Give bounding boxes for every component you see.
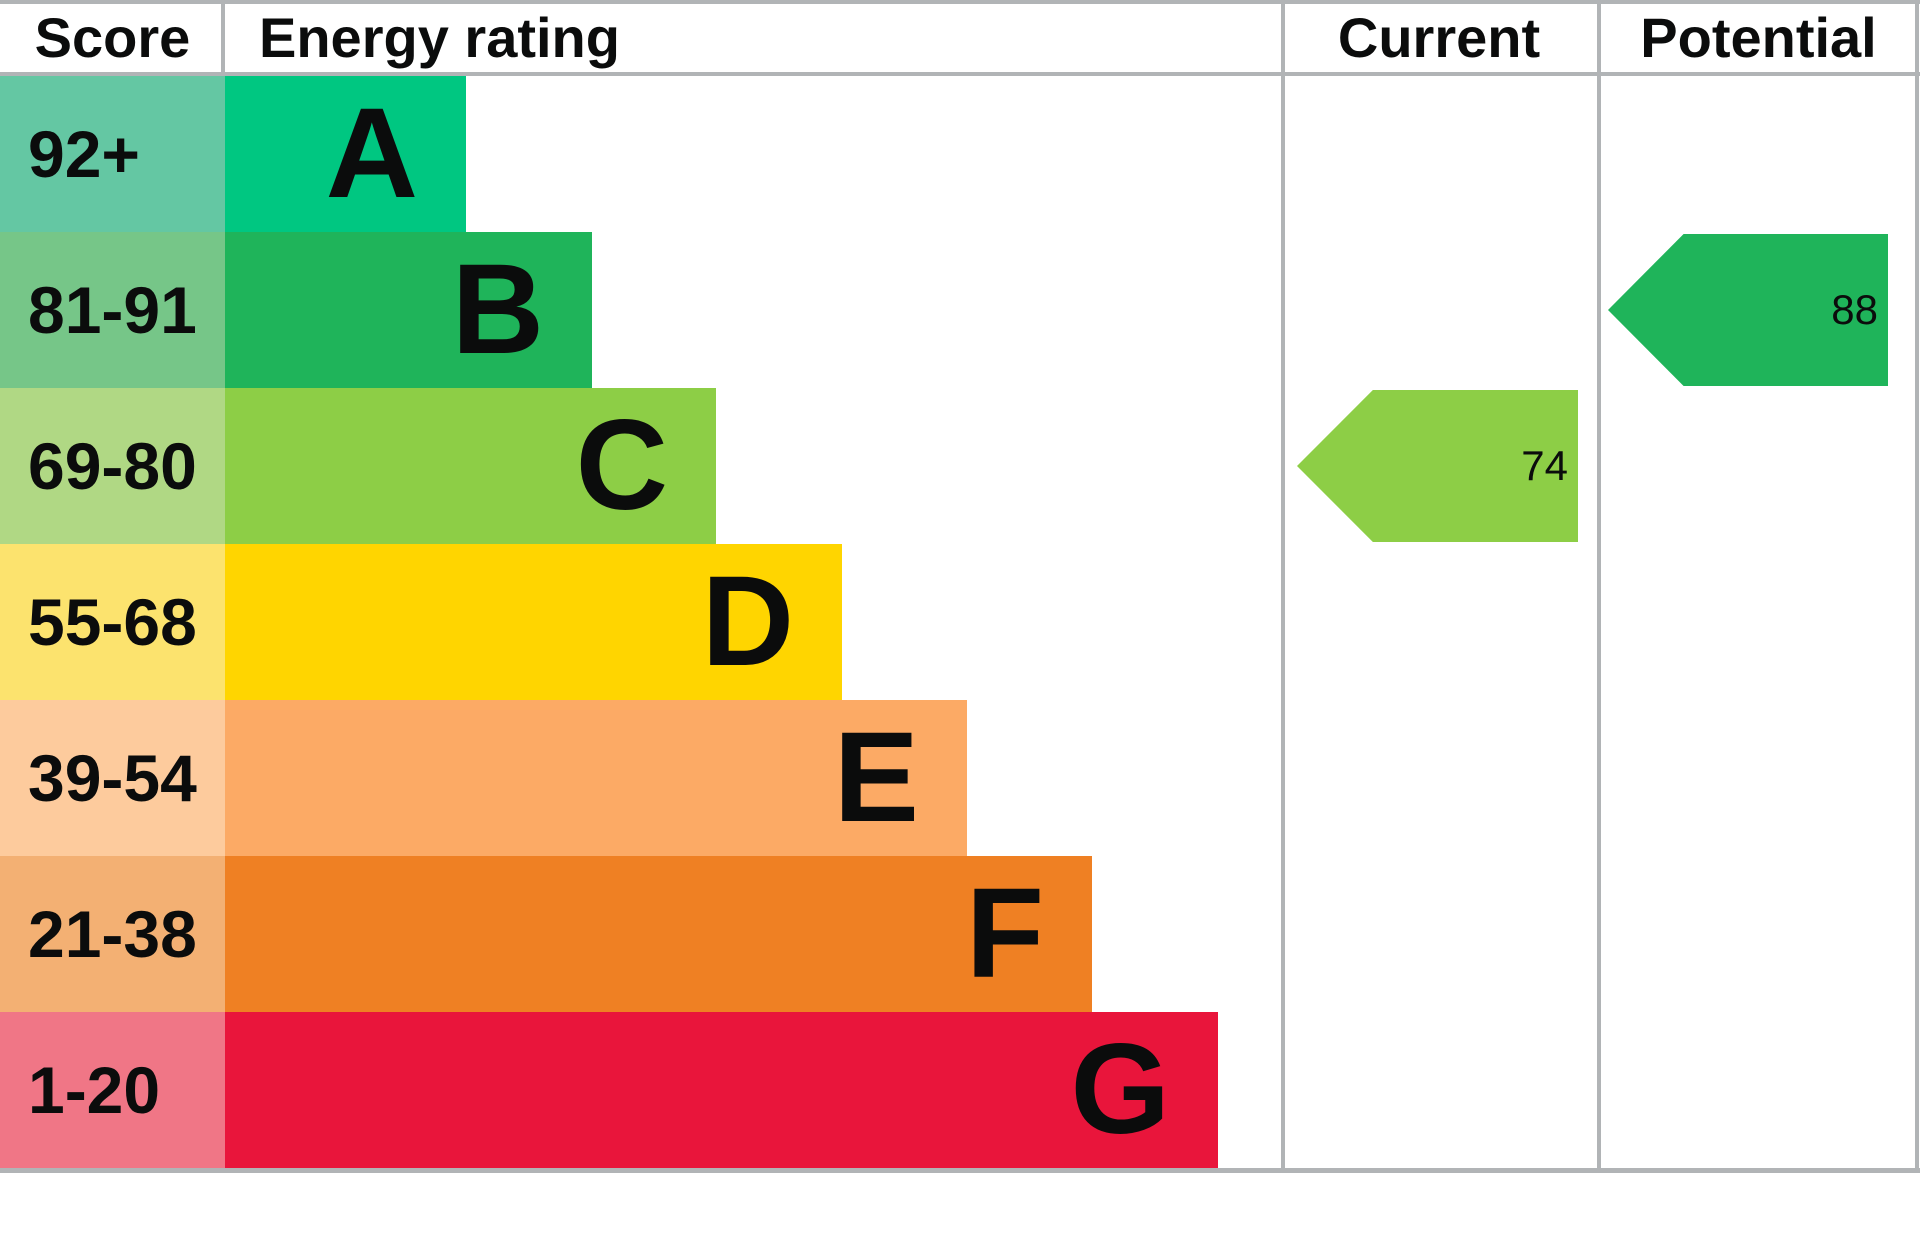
band-letter-e: E <box>833 706 919 849</box>
rating-bar-d: D <box>225 544 842 700</box>
table-top-border <box>0 0 1920 4</box>
potential-column-divider <box>1597 0 1601 1173</box>
potential-rating-value: 88 <box>1831 286 1878 333</box>
band-letter-f: F <box>965 862 1044 1005</box>
band-letter-c: C <box>575 394 668 537</box>
table-right-border <box>1915 0 1919 1173</box>
band-letter-b: B <box>451 238 544 381</box>
rating-bar-e: E <box>225 700 967 856</box>
header-bottom-border <box>0 72 1920 76</box>
score-range-g: 1-20 <box>0 1012 225 1168</box>
rating-bar-c: C <box>225 388 716 544</box>
score-range-b: 81-91 <box>0 232 225 388</box>
band-row-a: 92+ A <box>0 76 1281 232</box>
score-range-e: 39-54 <box>0 700 225 856</box>
score-range-a: 92+ <box>0 76 225 232</box>
band-row-b: 81-91 B <box>0 232 1281 388</box>
energy-rating-column-header: Energy rating <box>225 0 1281 76</box>
current-rating-arrow: 74 <box>1297 390 1578 542</box>
current-column-divider <box>1281 0 1285 1173</box>
score-column-divider <box>221 0 225 76</box>
header-row: Score Energy rating Current Potential <box>0 0 1920 76</box>
potential-column-header: Potential <box>1597 0 1920 76</box>
band-row-d: 55-68 D <box>0 544 1281 700</box>
band-letter-d: D <box>701 550 794 693</box>
table-bottom-border <box>0 1168 1920 1173</box>
current-rating-value: 74 <box>1521 442 1568 489</box>
band-row-c: 69-80 C <box>0 388 1281 544</box>
band-row-e: 39-54 E <box>0 700 1281 856</box>
rating-bar-b: B <box>225 232 592 388</box>
score-range-d: 55-68 <box>0 544 225 700</box>
band-letter-g: G <box>1070 1018 1170 1161</box>
rating-bar-f: F <box>225 856 1092 1012</box>
rating-bands: 92+ A 81-91 B 69-80 C 55-68 D 39-54 E 21… <box>0 76 1281 1168</box>
score-range-f: 21-38 <box>0 856 225 1012</box>
band-row-g: 1-20 G <box>0 1012 1281 1168</box>
band-row-f: 21-38 F <box>0 856 1281 1012</box>
potential-rating-arrow: 88 <box>1608 234 1888 386</box>
current-column-header: Current <box>1281 0 1597 76</box>
rating-bar-a: A <box>225 76 466 232</box>
rating-bar-g: G <box>225 1012 1218 1168</box>
score-column-header: Score <box>0 0 225 76</box>
band-letter-a: A <box>325 82 418 225</box>
score-range-c: 69-80 <box>0 388 225 544</box>
